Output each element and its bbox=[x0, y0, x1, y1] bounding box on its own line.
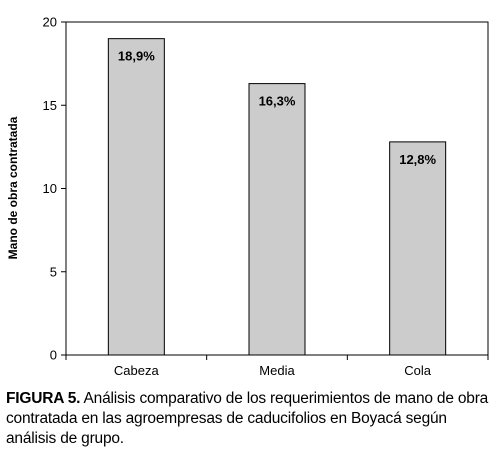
y-tick-label: 15 bbox=[43, 98, 57, 113]
data-label-media: 16,3% bbox=[259, 94, 296, 109]
bar-cabeza bbox=[107, 38, 165, 356]
bar-cola bbox=[389, 141, 447, 356]
y-tick-label: 5 bbox=[50, 264, 57, 279]
figure-number: FIGURA 5. bbox=[6, 390, 81, 407]
y-axis-label: Mano de obra contratada bbox=[6, 116, 20, 259]
x-tick-label-cabeza: Cabeza bbox=[114, 363, 160, 378]
labels: 0 5 10 15 20 18,9% Cabeza 16,3% Media 12,8% Cola bbox=[43, 15, 437, 379]
bar-media bbox=[248, 83, 306, 356]
bar-chart: 0 5 10 15 20 18,9% Cabeza 16,3% Media 12,8% Cola M… bbox=[6, 15, 489, 379]
data-label-cabeza: 18,9% bbox=[118, 49, 155, 64]
caption-text: Análisis comparativo de los requerimient… bbox=[6, 390, 489, 447]
figure-caption: FIGURA 5. Análisis comparativo de los re… bbox=[6, 389, 496, 449]
y-tick-label: 20 bbox=[43, 15, 57, 30]
x-tick-label-media: Media bbox=[259, 363, 295, 378]
y-tick-label: 10 bbox=[43, 181, 57, 196]
data-label-cola: 12,8% bbox=[399, 152, 436, 167]
x-tick-label-cola: Cola bbox=[404, 363, 432, 378]
y-tick-label: 0 bbox=[50, 348, 57, 363]
bars bbox=[107, 38, 447, 356]
